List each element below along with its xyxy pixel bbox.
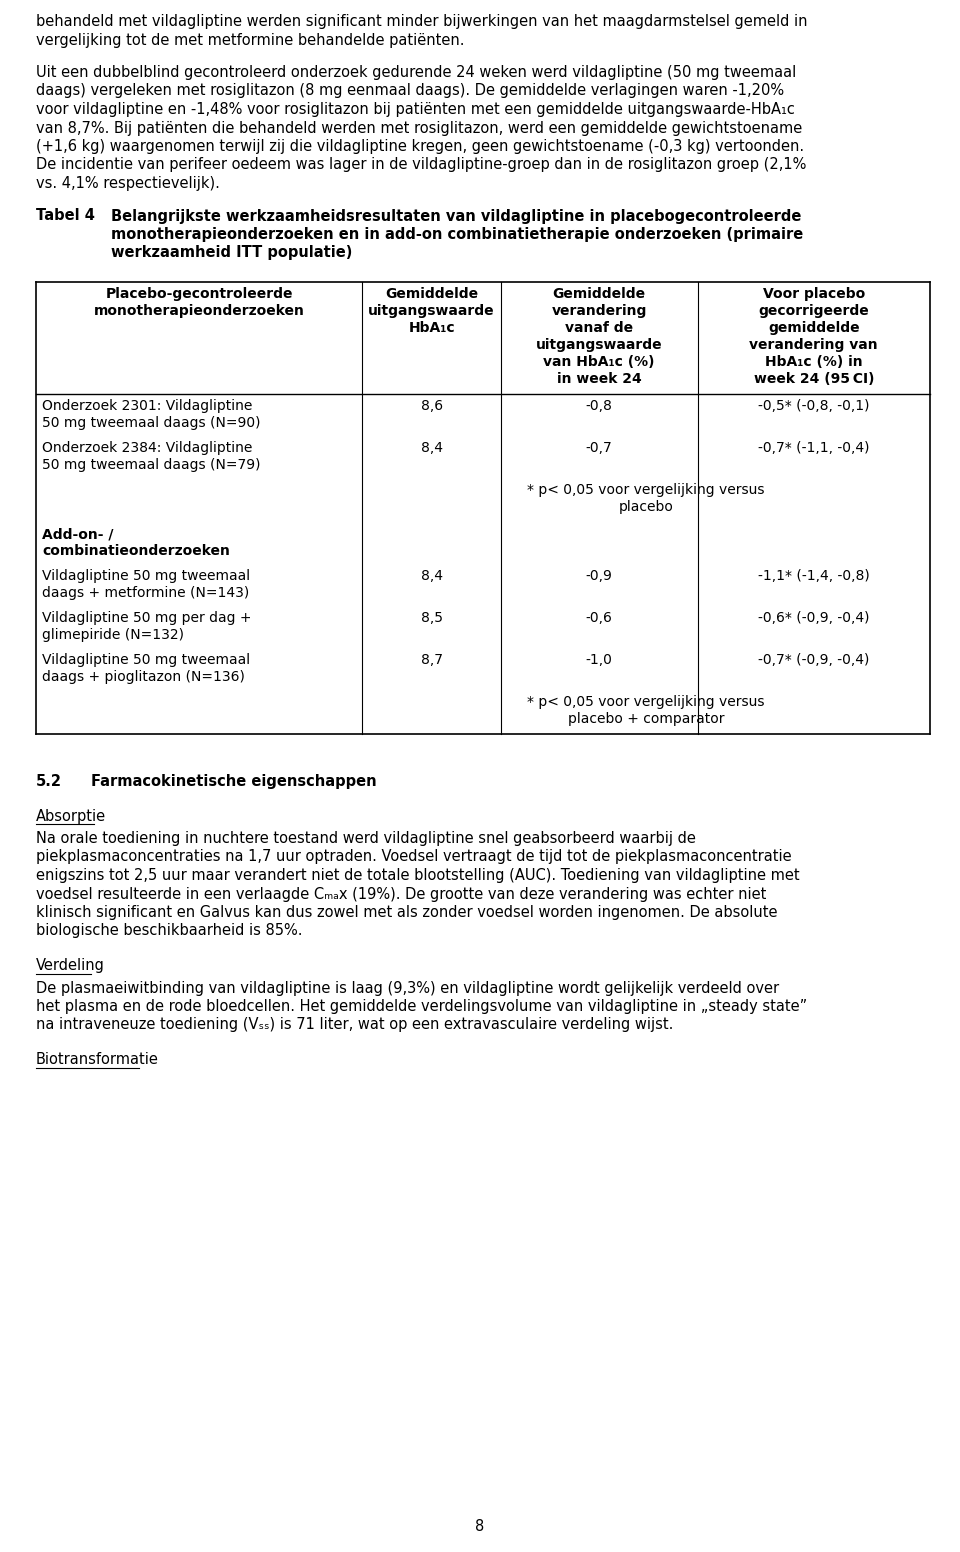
- Text: 8,4: 8,4: [420, 570, 443, 584]
- Text: Biotransformatie: Biotransformatie: [36, 1052, 158, 1068]
- Text: in week 24: in week 24: [557, 372, 641, 386]
- Text: Absorptie: Absorptie: [36, 809, 107, 824]
- Text: uitgangswaarde: uitgangswaarde: [536, 338, 662, 352]
- Text: van 8,7%. Bij patiënten die behandeld werden met rosiglitazon, werd een gemiddel: van 8,7%. Bij patiënten die behandeld we…: [36, 121, 803, 135]
- Text: Na orale toediening in nuchtere toestand werd vildagliptine snel geabsorbeerd wa: Na orale toediening in nuchtere toestand…: [36, 830, 696, 846]
- Text: daags + metformine (N=143): daags + metformine (N=143): [42, 587, 250, 601]
- Text: 50 mg tweemaal daags (N=79): 50 mg tweemaal daags (N=79): [42, 458, 260, 472]
- Text: gecorrigeerde: gecorrigeerde: [758, 304, 869, 318]
- Text: week 24 (95 CI): week 24 (95 CI): [754, 372, 874, 386]
- Text: Gemiddelde: Gemiddelde: [553, 287, 646, 301]
- Text: placebo: placebo: [618, 500, 674, 514]
- Text: vanaf de: vanaf de: [565, 321, 634, 335]
- Text: verandering van: verandering van: [750, 338, 878, 352]
- Text: het plasma en de rode bloedcellen. Het gemiddelde verdelingsvolume van vildaglip: het plasma en de rode bloedcellen. Het g…: [36, 999, 807, 1013]
- Text: daags + pioglitazon (N=136): daags + pioglitazon (N=136): [42, 670, 245, 684]
- Text: -0,7: -0,7: [586, 441, 612, 455]
- Text: enigszins tot 2,5 uur maar verandert niet de totale blootstelling (AUC). Toedien: enigszins tot 2,5 uur maar verandert nie…: [36, 868, 800, 883]
- Text: * p< 0,05 voor vergelijking versus: * p< 0,05 voor vergelijking versus: [527, 695, 765, 709]
- Text: werkzaamheid ITT populatie): werkzaamheid ITT populatie): [111, 245, 352, 261]
- Text: 5.2: 5.2: [36, 774, 62, 788]
- Text: voor vildagliptine en -1,48% voor rosiglitazon bij patiënten met een gemiddelde : voor vildagliptine en -1,48% voor rosigl…: [36, 102, 795, 116]
- Text: glimepiride (N=132): glimepiride (N=132): [42, 629, 184, 643]
- Text: Belangrijkste werkzaamheidsresultaten van vildagliptine in placebogecontroleerde: Belangrijkste werkzaamheidsresultaten va…: [111, 208, 802, 223]
- Text: voedsel resulteerde in een verlaagde Cₘₐx (19%). De grootte van deze verandering: voedsel resulteerde in een verlaagde Cₘₐ…: [36, 886, 766, 902]
- Text: De incidentie van perifeer oedeem was lager in de vildagliptine-groep dan in de : De incidentie van perifeer oedeem was la…: [36, 157, 806, 172]
- Text: -0,6: -0,6: [586, 611, 612, 625]
- Text: gemiddelde: gemiddelde: [768, 321, 859, 335]
- Text: Farmacokinetische eigenschappen: Farmacokinetische eigenschappen: [91, 774, 376, 788]
- Text: -0,9: -0,9: [586, 570, 612, 584]
- Text: (+1,6 kg) waargenomen terwijl zij die vildagliptine kregen, geen gewichtstoename: (+1,6 kg) waargenomen terwijl zij die vi…: [36, 140, 804, 154]
- Text: 50 mg tweemaal daags (N=90): 50 mg tweemaal daags (N=90): [42, 416, 260, 430]
- Text: van HbA₁c (%): van HbA₁c (%): [543, 355, 655, 369]
- Text: -1,1* (-1,4, -0,8): -1,1* (-1,4, -0,8): [757, 570, 870, 584]
- Text: biologische beschikbaarheid is 85%.: biologische beschikbaarheid is 85%.: [36, 923, 302, 939]
- Text: 8,7: 8,7: [420, 653, 443, 667]
- Text: vs. 4,1% respectievelijk).: vs. 4,1% respectievelijk).: [36, 175, 220, 191]
- Text: Vildagliptine 50 mg per dag +: Vildagliptine 50 mg per dag +: [42, 611, 252, 625]
- Text: 8: 8: [475, 1519, 485, 1533]
- Text: -1,0: -1,0: [586, 653, 612, 667]
- Text: -0,5* (-0,8, -0,1): -0,5* (-0,8, -0,1): [758, 399, 870, 413]
- Text: -0,8: -0,8: [586, 399, 612, 413]
- Text: Tabel 4: Tabel 4: [36, 208, 95, 223]
- Text: 8,4: 8,4: [420, 441, 443, 455]
- Text: Vildagliptine 50 mg tweemaal: Vildagliptine 50 mg tweemaal: [42, 570, 251, 584]
- Text: -0,7* (-1,1, -0,4): -0,7* (-1,1, -0,4): [758, 441, 870, 455]
- Text: monotherapieonderzoeken en in add-on combinatietherapie onderzoeken (primaire: monotherapieonderzoeken en in add-on com…: [111, 227, 804, 242]
- Text: Onderzoek 2384: Vildagliptine: Onderzoek 2384: Vildagliptine: [42, 441, 252, 455]
- Text: Verdeling: Verdeling: [36, 958, 105, 973]
- Text: na intraveneuze toediening (Vₛₛ) is 71 liter, wat op een extravasculaire verdeli: na intraveneuze toediening (Vₛₛ) is 71 l…: [36, 1018, 673, 1032]
- Text: piekplasmaconcentraties na 1,7 uur optraden. Voedsel vertraagt de tijd tot de pi: piekplasmaconcentraties na 1,7 uur optra…: [36, 849, 792, 864]
- Text: combinatieonderzoeken: combinatieonderzoeken: [42, 545, 229, 559]
- Text: monotherapieonderzoeken: monotherapieonderzoeken: [94, 304, 304, 318]
- Text: Vildagliptine 50 mg tweemaal: Vildagliptine 50 mg tweemaal: [42, 653, 251, 667]
- Text: Onderzoek 2301: Vildagliptine: Onderzoek 2301: Vildagliptine: [42, 399, 252, 413]
- Text: vergelijking tot de met metformine behandelde patiënten.: vergelijking tot de met metformine behan…: [36, 33, 465, 48]
- Text: klinisch significant en Galvus kan dus zowel met als zonder voedsel worden ingen: klinisch significant en Galvus kan dus z…: [36, 905, 778, 920]
- Text: * p< 0,05 voor vergelijking versus: * p< 0,05 voor vergelijking versus: [527, 483, 765, 497]
- Text: -0,7* (-0,9, -0,4): -0,7* (-0,9, -0,4): [758, 653, 870, 667]
- Text: 8,5: 8,5: [420, 611, 443, 625]
- Text: behandeld met vildagliptine werden significant minder bijwerkingen van het maagd: behandeld met vildagliptine werden signi…: [36, 14, 807, 29]
- Text: 8,6: 8,6: [420, 399, 443, 413]
- Text: De plasmaeiwitbinding van vildagliptine is laag (9,3%) en vildagliptine wordt ge: De plasmaeiwitbinding van vildagliptine …: [36, 981, 780, 995]
- Text: daags) vergeleken met rosiglitazon (8 mg eenmaal daags). De gemiddelde verlaging: daags) vergeleken met rosiglitazon (8 mg…: [36, 84, 784, 98]
- Text: Gemiddelde: Gemiddelde: [385, 287, 478, 301]
- Text: verandering: verandering: [552, 304, 647, 318]
- Text: Uit een dubbelblind gecontroleerd onderzoek gedurende 24 weken werd vildagliptin: Uit een dubbelblind gecontroleerd onderz…: [36, 65, 796, 81]
- Text: HbA₁c: HbA₁c: [408, 321, 455, 335]
- Text: uitgangswaarde: uitgangswaarde: [369, 304, 495, 318]
- Text: Placebo-gecontroleerde: Placebo-gecontroleerde: [106, 287, 293, 301]
- Text: HbA₁c (%) in: HbA₁c (%) in: [765, 355, 863, 369]
- Text: placebo + comparator: placebo + comparator: [568, 712, 725, 726]
- Text: -0,6* (-0,9, -0,4): -0,6* (-0,9, -0,4): [758, 611, 870, 625]
- Text: Voor placebo: Voor placebo: [762, 287, 865, 301]
- Text: Add-on- /: Add-on- /: [42, 528, 113, 542]
